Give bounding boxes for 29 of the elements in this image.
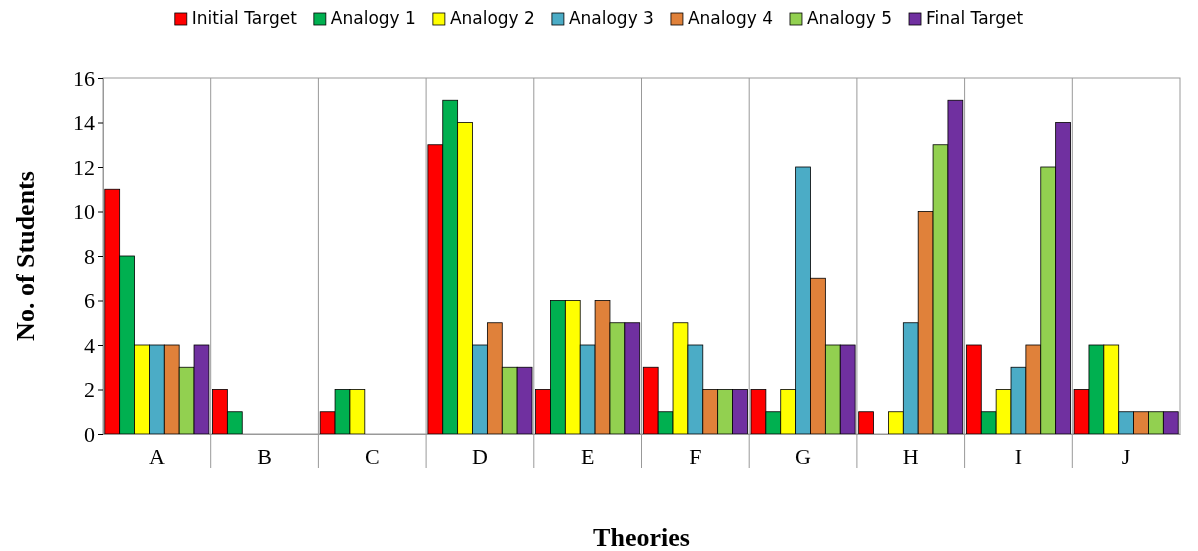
x-tick-label: C xyxy=(364,443,380,469)
y-tick-label: 16 xyxy=(73,65,95,91)
x-axis-title: Theories xyxy=(593,523,690,551)
legend-label: Analogy 2 xyxy=(449,8,535,28)
bar xyxy=(858,411,874,435)
x-tick-label: H xyxy=(902,443,919,469)
x-tick-label: J xyxy=(1121,443,1131,469)
y-tick-label: 2 xyxy=(84,377,95,403)
x-tick-label: F xyxy=(689,443,702,469)
legend-label: Analogy 5 xyxy=(806,8,893,28)
y-tick-label: 8 xyxy=(84,243,95,269)
y-tick-label: 12 xyxy=(73,154,95,180)
y-tick-label: 0 xyxy=(84,421,95,447)
x-tick-label: B xyxy=(257,443,272,469)
x-tick-label: I xyxy=(1014,443,1023,469)
y-tick-label: 6 xyxy=(84,288,95,314)
y-axis-title: No. of Students xyxy=(11,171,40,341)
x-tick-label: E xyxy=(580,443,595,469)
legend-label: Final Target xyxy=(926,8,1024,28)
x-tick-label: G xyxy=(795,443,812,469)
y-tick-label: 14 xyxy=(73,110,95,136)
x-tick-label: A xyxy=(148,443,165,469)
legend-label: Analogy 1 xyxy=(330,8,416,28)
y-tick-label: 10 xyxy=(73,199,95,225)
x-tick-label: D xyxy=(472,443,488,469)
legend-label: Initial Target xyxy=(191,8,298,28)
legend-label: Analogy 3 xyxy=(568,8,654,28)
y-tick-label: 4 xyxy=(84,332,95,358)
legend-label: Analogy 4 xyxy=(687,8,773,28)
